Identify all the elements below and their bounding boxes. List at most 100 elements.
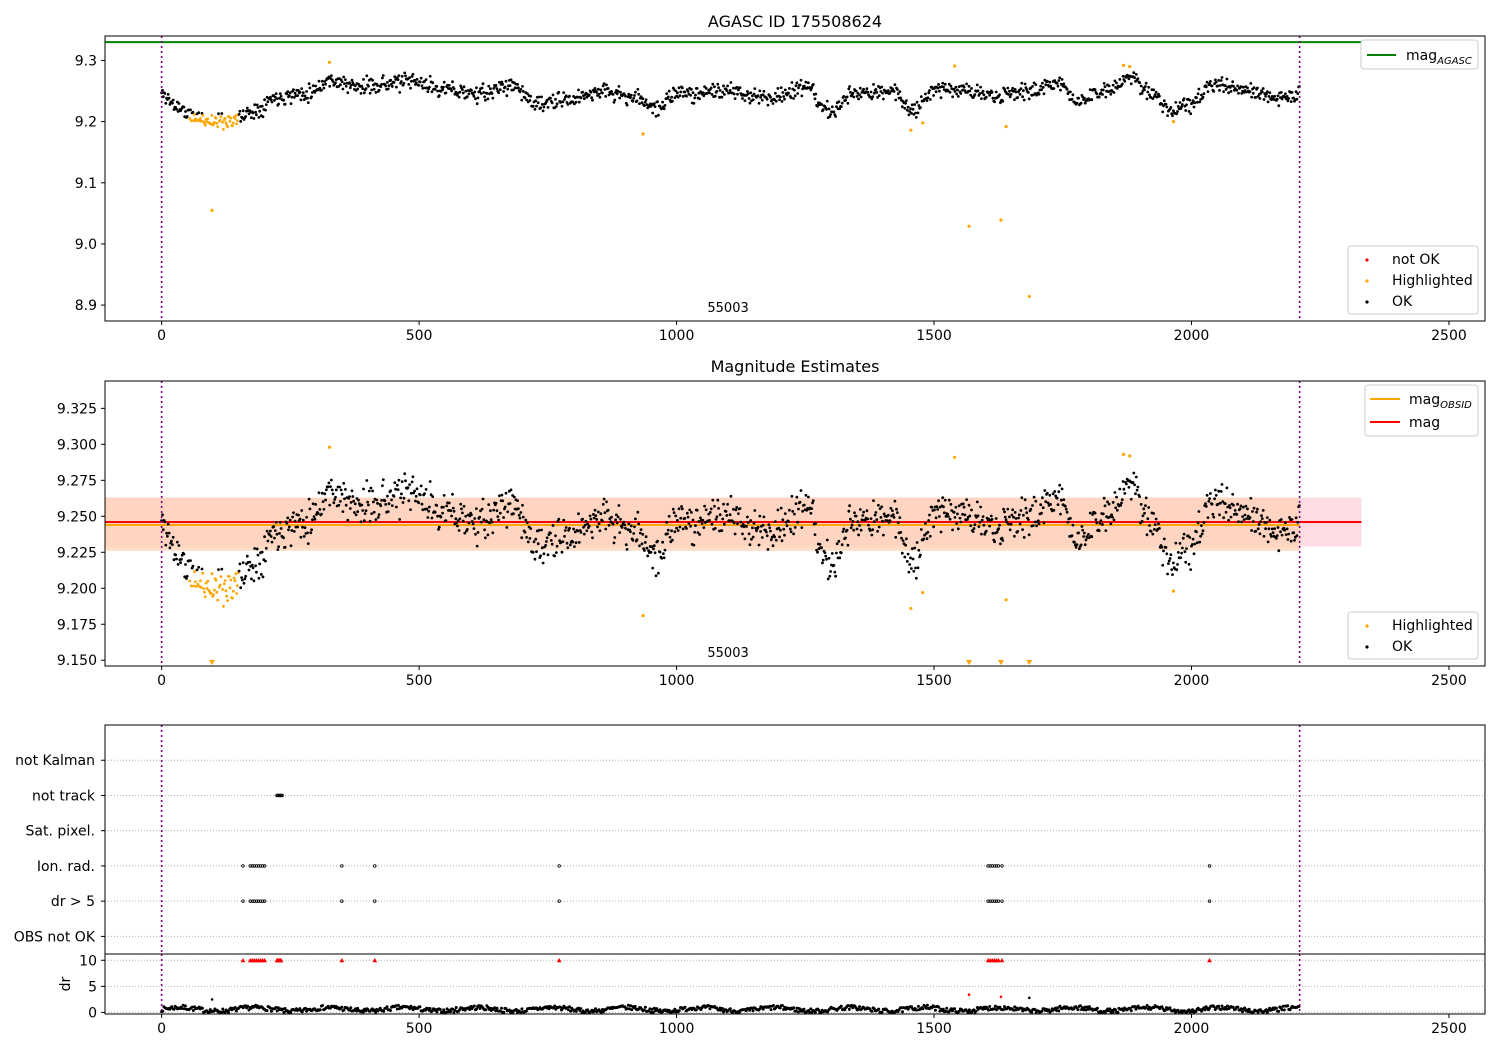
data-point: [551, 93, 555, 97]
data-point: [639, 95, 643, 99]
data-point: [554, 97, 557, 101]
data-point: [390, 85, 394, 88]
data-point: [680, 505, 683, 508]
data-point: [354, 513, 358, 517]
data-point: [801, 509, 804, 513]
dr-point: [586, 1008, 590, 1012]
data-point: [1011, 508, 1015, 512]
data-point: [490, 92, 494, 95]
data-point: [1164, 102, 1168, 106]
data-point: [231, 124, 234, 128]
data-point: [519, 88, 523, 91]
flag-points: [241, 793, 1212, 903]
figure-title: AGASC ID 175508624: [708, 12, 882, 31]
data-point: [244, 115, 248, 118]
flag-point: [996, 864, 1001, 868]
data-point: [473, 517, 477, 520]
data-point: [577, 541, 581, 544]
data-point: [452, 509, 456, 513]
data-point: [800, 526, 804, 529]
data-point: [324, 82, 327, 86]
y-tick-label: 9.1: [75, 176, 97, 192]
data-point: [163, 520, 167, 524]
legend-ok-marker: [1365, 645, 1369, 649]
data-point: [503, 505, 507, 509]
data-point: [774, 99, 778, 103]
data-point: [913, 546, 917, 550]
flag-point: [262, 899, 267, 903]
flag-label: OBS not OK: [14, 929, 96, 945]
data-point: [1138, 495, 1141, 498]
data-point: [189, 108, 192, 112]
data-point: [732, 92, 736, 96]
data-point: [708, 511, 712, 514]
data-point: [602, 82, 606, 86]
data-point: [1095, 521, 1099, 525]
data-point: [1264, 94, 1267, 98]
data-point: [722, 84, 725, 88]
data-point: [657, 571, 660, 575]
data-point: [845, 95, 849, 99]
data-point: [977, 525, 981, 528]
data-point: [395, 85, 398, 89]
data-point: [869, 90, 873, 94]
dr-point: [1280, 1008, 1284, 1012]
data-point: [521, 85, 524, 88]
data-point: [1164, 546, 1168, 549]
data-point: [870, 533, 874, 537]
dr-point: [1087, 1005, 1091, 1009]
data-point: [340, 492, 344, 496]
data-point: [414, 499, 417, 503]
dr-point: [925, 1003, 929, 1007]
data-point: [274, 92, 278, 95]
data-point: [765, 97, 769, 101]
dr-point: [500, 1006, 503, 1010]
data-point: [462, 85, 466, 89]
data-point: [848, 85, 851, 88]
data-point: [236, 119, 239, 122]
data-point: [489, 509, 492, 513]
data-point: [768, 526, 772, 530]
data-point: [618, 96, 622, 100]
data-point: [708, 91, 711, 95]
data-point: [516, 83, 519, 86]
offscale-marker: [209, 660, 216, 665]
data-point: [620, 526, 624, 529]
data-point: [1027, 533, 1031, 537]
data-point: [435, 85, 439, 88]
data-point: [1256, 527, 1260, 531]
data-point: [882, 512, 886, 516]
data-point: [292, 88, 295, 91]
data-point: [782, 527, 786, 531]
dr-point: [720, 1007, 724, 1010]
y-tick-label: 8.9: [75, 298, 97, 314]
data-point: [224, 589, 228, 593]
data-point: [910, 103, 914, 107]
data-point: [431, 495, 435, 498]
data-point: [962, 505, 966, 509]
dr-point: [673, 1007, 677, 1011]
data-point: [402, 496, 406, 500]
data-point: [1017, 516, 1020, 520]
data-point: [1216, 502, 1220, 506]
data-point: [779, 95, 782, 99]
data-point: [1037, 92, 1041, 96]
data-point: [649, 550, 653, 554]
data-point: [509, 78, 513, 82]
dr-point: [454, 1006, 458, 1009]
data-point: [409, 508, 412, 511]
data-point: [555, 544, 559, 548]
data-point: [217, 568, 220, 571]
data-point: [340, 80, 344, 83]
flag-point: [258, 899, 263, 903]
data-point: [390, 498, 393, 502]
data-point: [726, 502, 729, 506]
data-point: [866, 90, 870, 94]
data-point: [1136, 77, 1140, 80]
data-point: [473, 90, 477, 94]
data-point: [1176, 105, 1180, 108]
data-point: [1129, 82, 1133, 86]
data-point: [643, 541, 647, 544]
data-point: [1147, 506, 1151, 509]
data-point: [410, 75, 414, 78]
